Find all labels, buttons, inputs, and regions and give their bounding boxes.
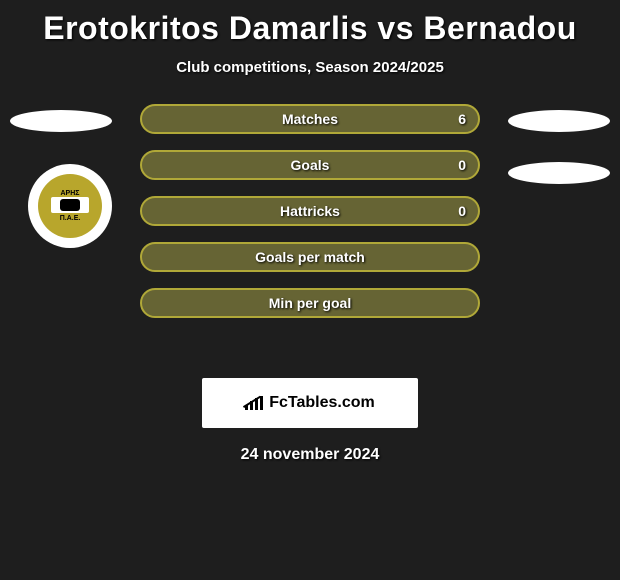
badge-figure	[51, 197, 89, 213]
stat-right-value: 0	[452, 157, 466, 173]
stat-right-value: 0	[452, 203, 466, 219]
stat-label: Min per goal	[168, 295, 452, 311]
stat-label: Goals	[168, 157, 452, 173]
stat-row-goals-per-match: Goals per match	[140, 242, 480, 272]
stat-right-value: 6	[452, 111, 466, 127]
stat-row-hattricks: Hattricks 0	[140, 196, 480, 226]
stat-label: Hattricks	[168, 203, 452, 219]
page-title: Erotokritos Damarlis vs Bernadou	[0, 0, 620, 47]
player1-club-badge-container: ΑΡΗΣ Π.Α.Ε.	[28, 164, 112, 248]
comparison-stage: ΑΡΗΣ Π.Α.Ε. Matches 6 Goals 0 Hattricks …	[0, 104, 620, 364]
stat-label: Goals per match	[168, 249, 452, 265]
brand-name: FcTables.com	[269, 394, 375, 412]
player2-avatar-small-2	[508, 162, 610, 184]
player1-avatar-small	[10, 110, 112, 132]
stat-label: Matches	[168, 111, 452, 127]
bar-chart-icon	[245, 396, 263, 410]
subtitle: Club competitions, Season 2024/2025	[0, 59, 620, 76]
date-label: 24 november 2024	[0, 446, 620, 464]
stat-row-min-per-goal: Min per goal	[140, 288, 480, 318]
stat-pills: Matches 6 Goals 0 Hattricks 0 Goals per …	[140, 104, 480, 334]
club-badge-icon: ΑΡΗΣ Π.Α.Ε.	[38, 174, 102, 238]
stat-row-matches: Matches 6	[140, 104, 480, 134]
badge-bottom-text: Π.Α.Ε.	[60, 215, 81, 222]
stat-row-goals: Goals 0	[140, 150, 480, 180]
player2-avatar-small-1	[508, 110, 610, 132]
brand-logo-box: FcTables.com	[202, 378, 418, 428]
badge-top-text: ΑΡΗΣ	[61, 190, 80, 197]
